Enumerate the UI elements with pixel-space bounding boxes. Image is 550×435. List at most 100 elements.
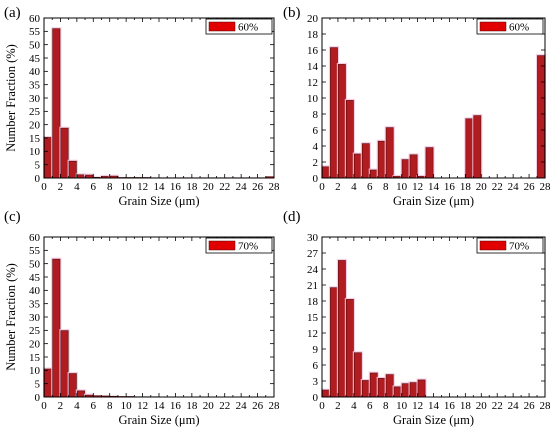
y-tick-label: 50: [29, 39, 41, 51]
y-tick-label: 40: [29, 66, 41, 78]
y-tick-label: 14: [307, 61, 319, 73]
x-tick-label: 10: [396, 181, 408, 193]
x-axis-label: Grain Size (μm): [119, 413, 200, 427]
x-tick-label: 6: [91, 181, 97, 193]
x-tick-label: 20: [476, 181, 488, 193]
bar: [361, 143, 370, 179]
bar: [377, 378, 386, 398]
x-tick-label: 14: [154, 181, 166, 193]
bar: [409, 154, 418, 179]
legend-label: 70%: [238, 241, 258, 253]
y-tick-label: 60: [29, 13, 41, 25]
x-tick-label: 10: [121, 181, 133, 193]
y-tick-label: 40: [29, 285, 41, 297]
x-tick-label: 28: [540, 181, 550, 193]
x-tick-label: 10: [396, 400, 408, 412]
x-tick-label: 2: [335, 181, 341, 193]
x-tick-label: 6: [367, 400, 373, 412]
x-tick-label: 18: [186, 181, 198, 193]
y-tick-label: 30: [307, 232, 319, 244]
y-tick-label: 0: [313, 173, 319, 185]
bar: [76, 390, 85, 398]
x-tick-label: 28: [540, 400, 550, 412]
x-axis-label: Grain Size (μm): [119, 194, 200, 208]
bar: [393, 386, 402, 398]
chart-panel-1: (a)0 2 4 6 8 10 12 14 16 18 20 22 24 26 28051015202530…: [4, 5, 280, 208]
y-tick-label: 45: [29, 272, 41, 284]
x-tick-label: 12: [412, 181, 423, 193]
bar: [44, 137, 53, 179]
x-tick-label: 24: [236, 400, 248, 412]
y-tick-label: 5: [35, 159, 41, 171]
y-tick-label: 21: [307, 280, 318, 292]
bar: [401, 383, 410, 398]
panel-label: (c): [4, 209, 21, 225]
chart-panel-3: (c)0 2 4 6 8 10 12 14 16 18 20 22 24 26 28051015202530…: [4, 209, 280, 427]
y-tick-label: 60: [29, 232, 41, 244]
x-tick-label: 14: [428, 400, 440, 412]
bar: [473, 115, 482, 179]
legend-swatch: [208, 240, 236, 251]
x-tick-label: 12: [137, 181, 148, 193]
bar: [44, 368, 53, 398]
y-tick-label: 3: [313, 376, 319, 388]
y-tick-label: 25: [29, 106, 41, 118]
x-tick-label: 2: [58, 181, 64, 193]
bar: [465, 118, 474, 179]
x-tick-label: 6: [91, 400, 97, 412]
x-tick-label: 0: [319, 181, 325, 193]
bar: [330, 47, 338, 179]
y-tick-label: 15: [29, 352, 41, 364]
x-tick-label: 22: [492, 181, 503, 193]
y-tick-label: 9: [313, 344, 319, 356]
x-tick-label: 10: [121, 400, 133, 412]
y-tick-label: 55: [29, 26, 41, 38]
y-tick-label: 20: [29, 338, 41, 350]
legend: 60%: [205, 18, 273, 35]
bar: [68, 373, 77, 398]
legend-swatch: [208, 21, 236, 32]
bar: [385, 374, 394, 398]
y-tick-label: 0: [35, 173, 41, 185]
bar: [369, 169, 378, 179]
y-tick-label: 6: [313, 360, 319, 372]
y-tick-label: 55: [29, 245, 41, 257]
x-tick-label: 0: [319, 400, 325, 412]
bar: [353, 153, 362, 179]
bar: [52, 258, 61, 398]
bar: [377, 140, 386, 179]
bar: [353, 352, 362, 398]
y-axis-label: Number Fraction (%): [4, 44, 18, 152]
legend: 60%: [476, 18, 544, 35]
y-tick-label: 25: [29, 325, 41, 337]
bar: [338, 260, 346, 398]
y-tick-label: 45: [29, 53, 41, 65]
x-tick-label: 26: [524, 400, 536, 412]
bar: [338, 64, 346, 179]
x-tick-label: 28: [269, 400, 281, 412]
x-tick-label: 18: [460, 181, 472, 193]
y-tick-label: 27: [307, 248, 319, 260]
bar: [361, 380, 370, 398]
x-tick-label: 16: [170, 400, 182, 412]
legend-swatch: [479, 240, 507, 251]
chart-panel-2: (b)0 2 4 6 8 10 12 14 16 18 20 22 24 26 28024681012141…: [283, 5, 550, 208]
x-axis-label: Grain Size (μm): [393, 194, 474, 208]
bar: [345, 100, 354, 179]
bar: [322, 166, 330, 179]
x-tick-label: 22: [219, 181, 230, 193]
legend-label: 60%: [509, 22, 529, 34]
y-tick-label: 12: [307, 328, 318, 340]
x-tick-label: 16: [444, 181, 456, 193]
bar: [401, 159, 410, 179]
x-tick-label: 20: [476, 400, 488, 412]
y-tick-label: 35: [29, 298, 41, 310]
y-tick-label: 0: [35, 392, 41, 404]
y-tick-label: 5: [35, 378, 41, 390]
x-tick-label: 8: [107, 400, 113, 412]
panel-label: (b): [283, 5, 301, 21]
y-tick-label: 10: [29, 365, 41, 377]
x-tick-label: 26: [252, 400, 264, 412]
x-tick-label: 24: [508, 400, 520, 412]
x-tick-label: 4: [351, 400, 357, 412]
